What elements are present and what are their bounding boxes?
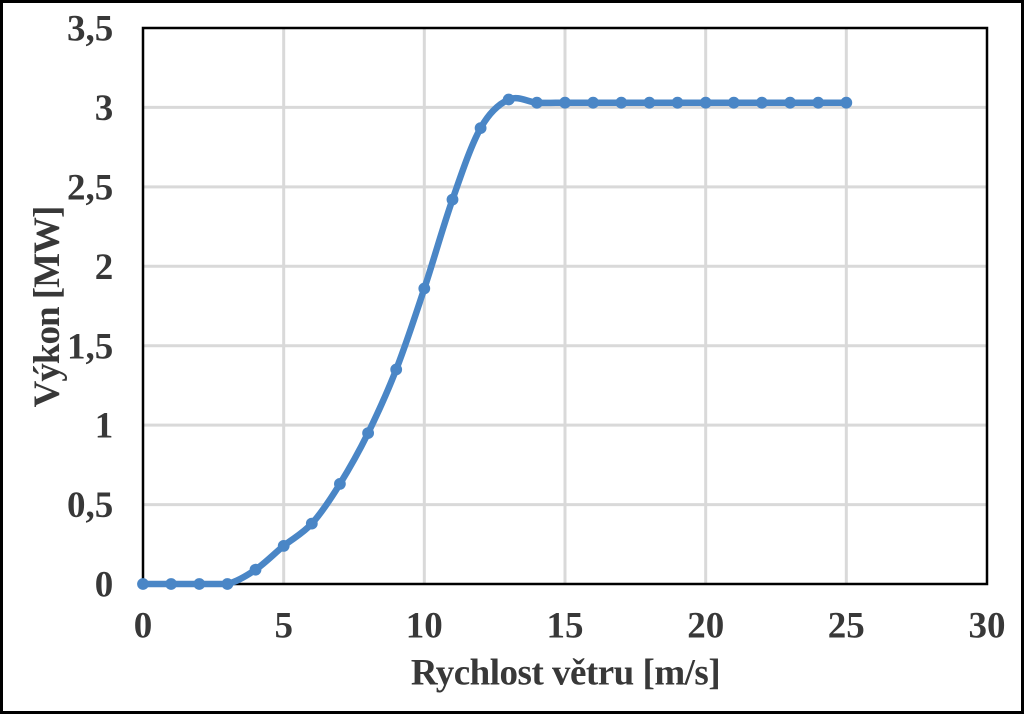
svg-text:3,5: 3,5 [67,9,113,50]
svg-text:5: 5 [274,606,293,647]
svg-text:Výkon [MW]: Výkon [MW] [27,207,68,408]
svg-text:2,5: 2,5 [67,168,113,209]
svg-text:1,5: 1,5 [67,326,113,367]
svg-text:Rychlost větru [m/s]: Rychlost větru [m/s] [411,653,720,694]
svg-text:20: 20 [687,606,724,647]
svg-text:2: 2 [95,247,114,288]
svg-text:3: 3 [95,88,114,129]
svg-text:30: 30 [969,606,1006,647]
svg-text:15: 15 [547,606,584,647]
svg-text:0: 0 [95,565,114,606]
svg-text:0: 0 [134,606,153,647]
svg-text:1: 1 [95,406,114,447]
svg-text:25: 25 [828,606,865,647]
svg-text:0,5: 0,5 [67,485,113,526]
svg-text:10: 10 [406,606,443,647]
